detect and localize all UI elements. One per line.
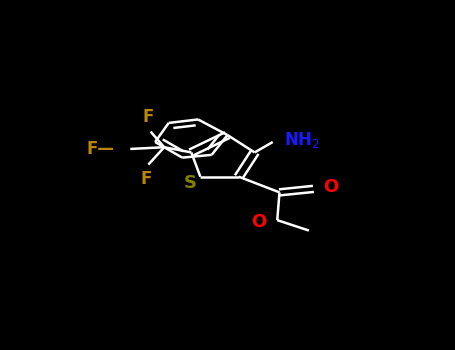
Text: F: F (143, 108, 154, 126)
Text: O: O (324, 178, 339, 196)
Text: F: F (141, 170, 152, 188)
Text: F—: F— (86, 140, 115, 158)
Text: O: O (251, 213, 266, 231)
Text: NH$_2$: NH$_2$ (284, 130, 320, 150)
Text: S: S (184, 174, 197, 192)
